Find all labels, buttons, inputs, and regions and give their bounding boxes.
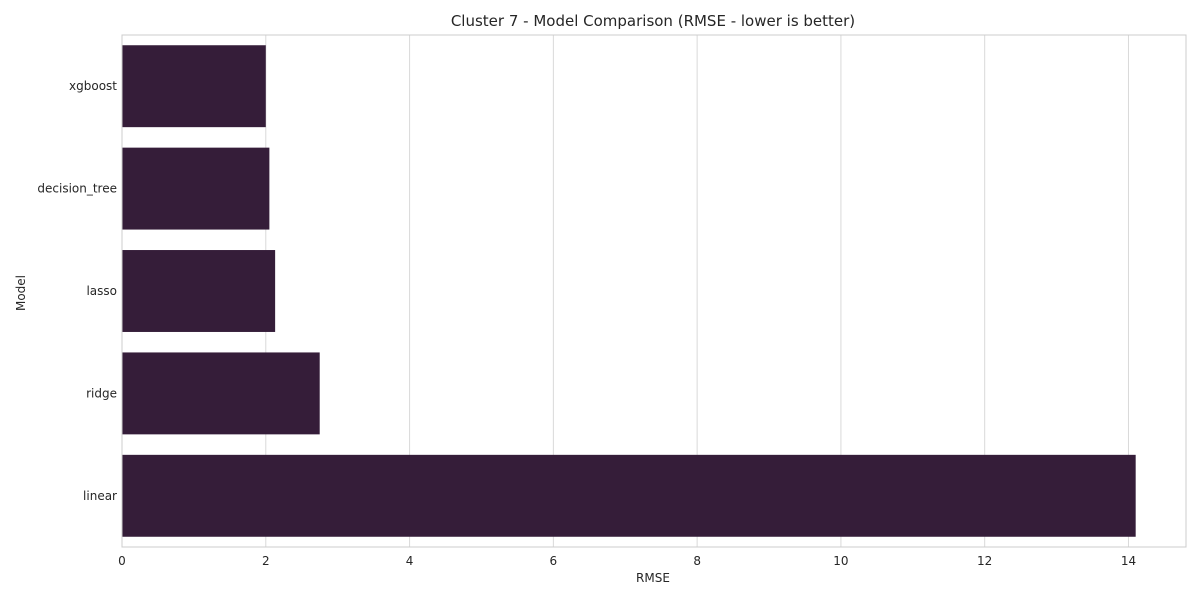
plot-frame: [121, 34, 1187, 548]
x-tick-label: 8: [693, 554, 701, 568]
x-tick-label: 2: [262, 554, 270, 568]
bar-ridge: [122, 352, 320, 435]
bars: [122, 45, 1136, 537]
x-tick-label: 12: [977, 554, 992, 568]
bar-linear: [122, 454, 1136, 537]
bar-xgboost: [122, 45, 266, 128]
chart-title: Cluster 7 - Model Comparison (RMSE - low…: [451, 12, 855, 30]
y-axis-label: Model: [14, 275, 28, 311]
bar-lasso: [122, 250, 276, 332]
y-tick-label: ridge: [86, 386, 117, 400]
x-tick-label: 6: [550, 554, 558, 568]
x-tick-label: 14: [1121, 554, 1136, 568]
x-tick-label: 4: [406, 554, 414, 568]
x-tick-label: 0: [118, 554, 126, 568]
y-tick-label: lasso: [86, 284, 117, 298]
y-tick-label: linear: [83, 489, 117, 503]
x-tick-label: 10: [833, 554, 848, 568]
y-tick-label: xgboost: [69, 79, 117, 93]
bar-decision_tree: [122, 147, 270, 230]
x-axis-label: RMSE: [636, 571, 670, 585]
x-tick-labels: 0 2 4 6 8 10 12 14: [118, 554, 1136, 568]
y-tick-label: decision_tree: [37, 182, 117, 196]
